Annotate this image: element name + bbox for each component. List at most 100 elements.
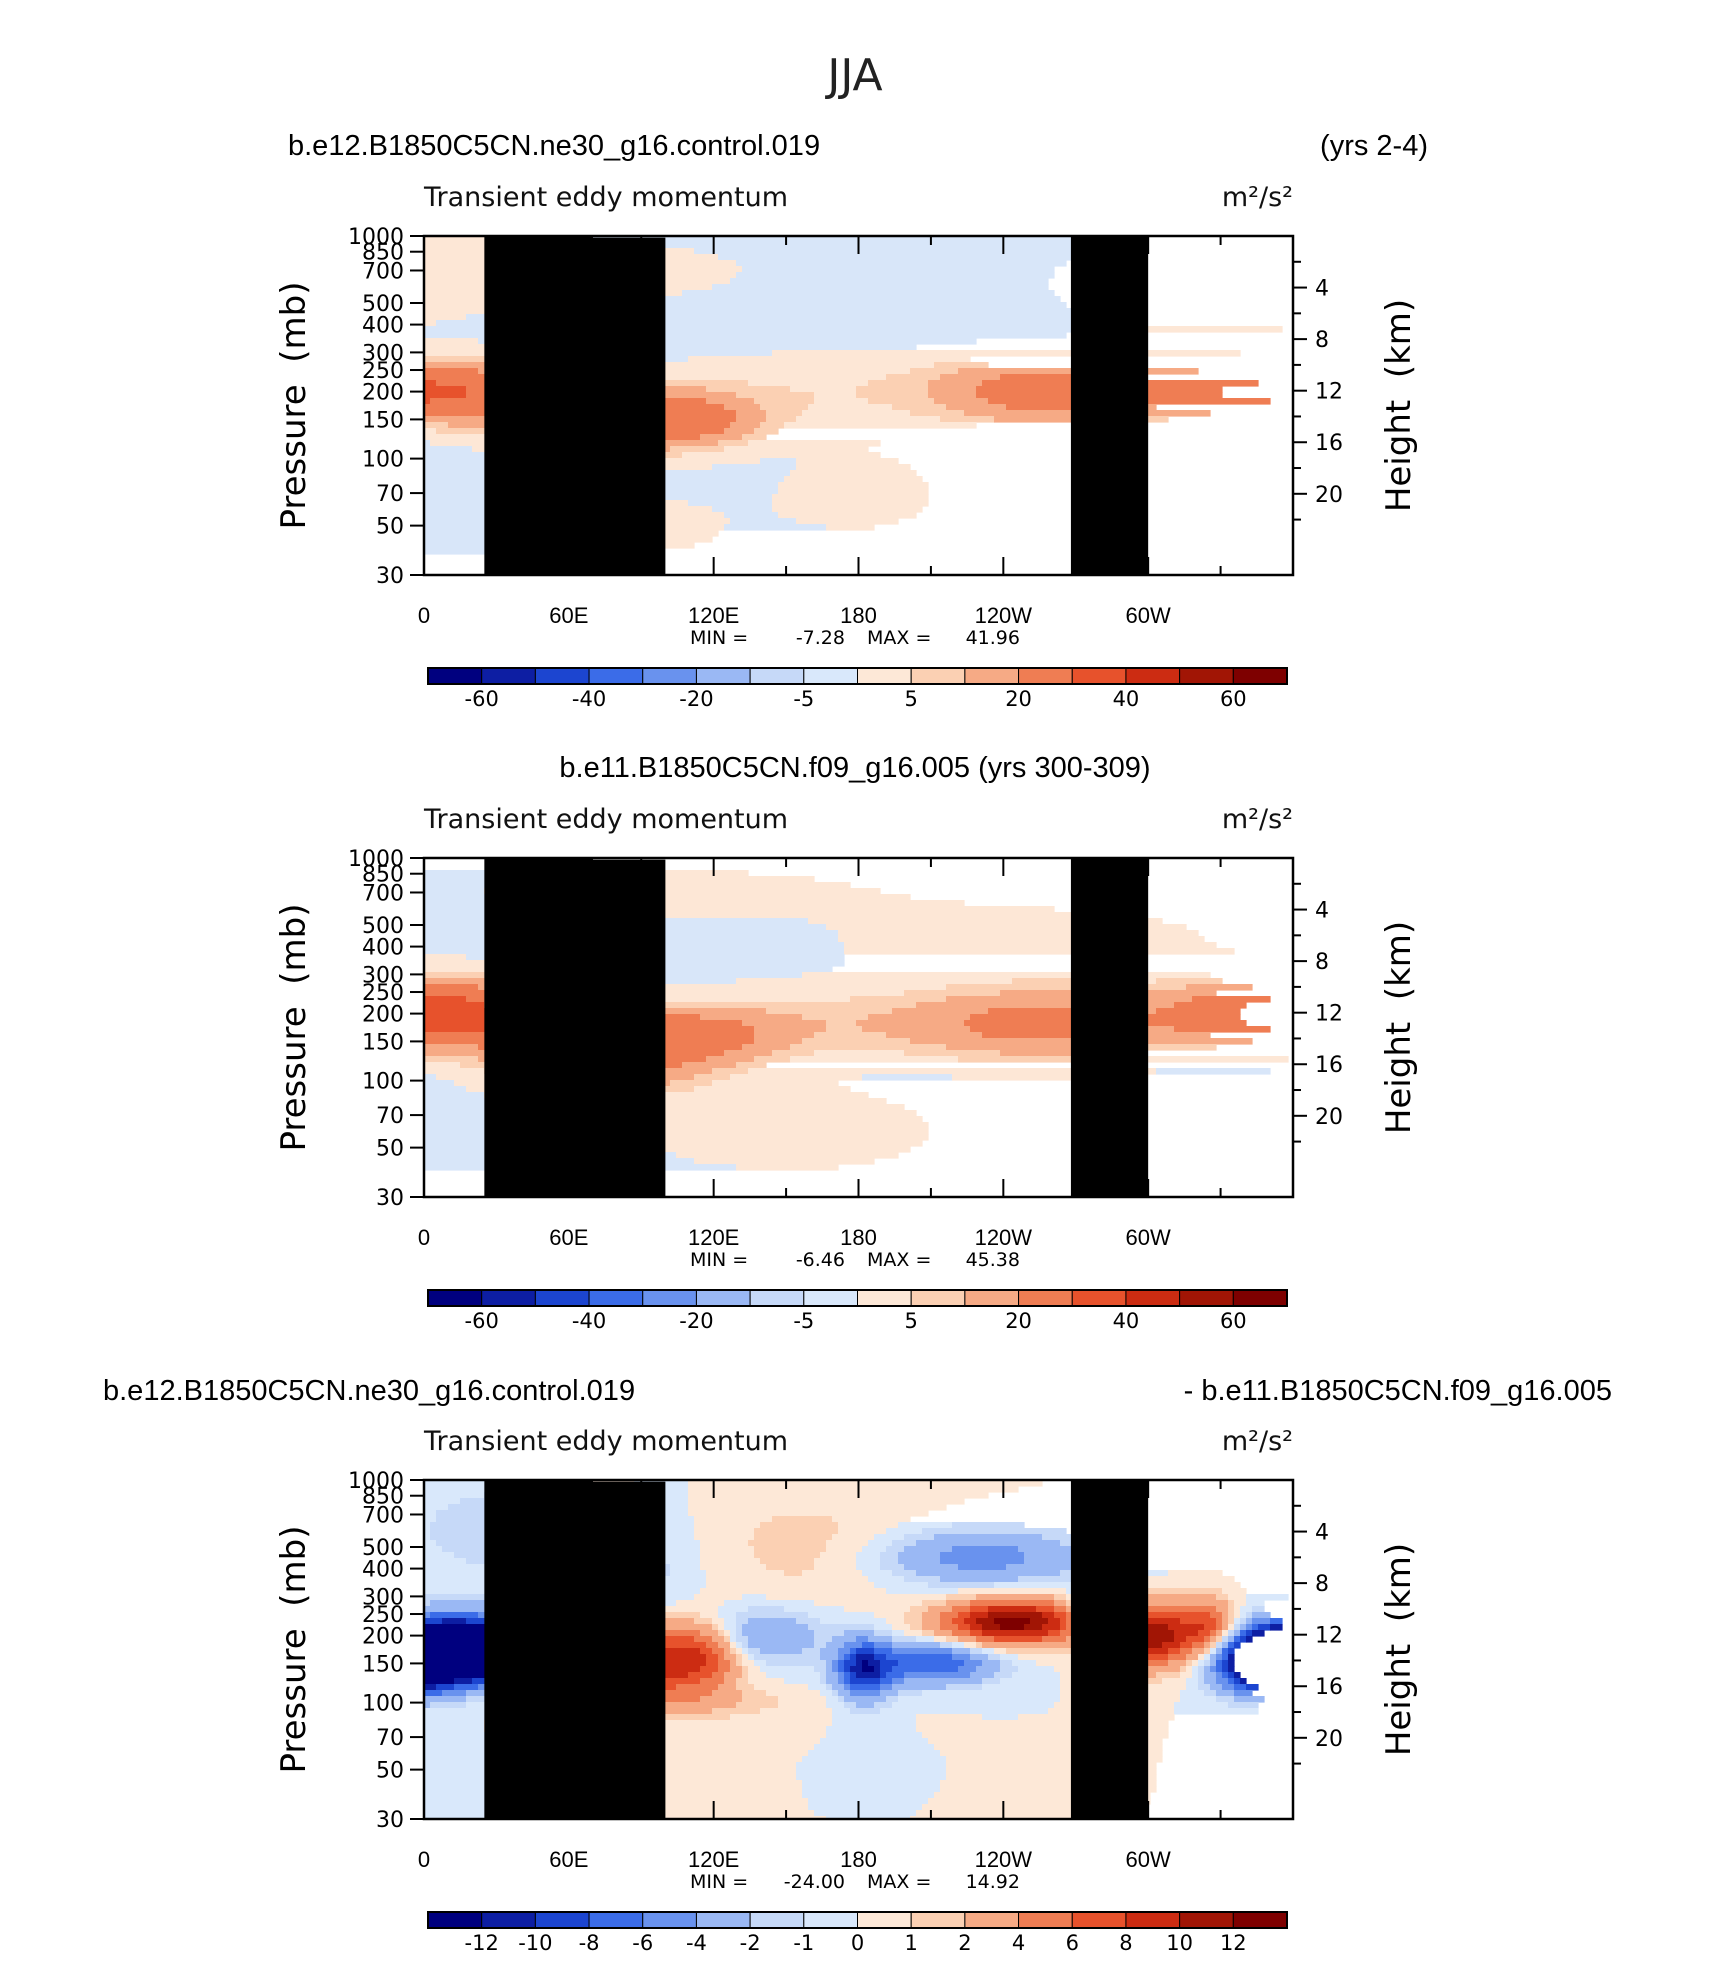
topography [1070, 1480, 1149, 1819]
contour-cell [850, 1708, 881, 1715]
contour-cell [706, 1582, 875, 1589]
contour-cell [1210, 1660, 1217, 1667]
contour-cell [766, 1564, 815, 1571]
contour-cell [502, 308, 1073, 315]
contour-cell [424, 1738, 503, 1745]
contour-cell [664, 1582, 707, 1589]
contour-cell [880, 1684, 893, 1691]
contour-cell [1204, 1660, 1211, 1667]
contour-cell [652, 1672, 689, 1679]
panel-units: m²/s² [1222, 804, 1293, 835]
contour-cell [814, 398, 869, 405]
contour-cell [898, 1522, 953, 1529]
contour-cell [892, 1702, 1055, 1709]
contour-cell [1192, 996, 1271, 1003]
contour-cell [802, 1014, 869, 1021]
contour-field [424, 236, 1283, 575]
colorbar-label: -6 [632, 1931, 653, 1955]
contour-cell [730, 1648, 737, 1655]
contour-cell [574, 1786, 803, 1793]
contour-cell [904, 1546, 953, 1553]
contour-cell [430, 440, 521, 447]
contour-cell [772, 500, 929, 507]
contour-cell [694, 1534, 755, 1541]
contour-cell [1180, 1642, 1193, 1649]
contour-cell [868, 398, 935, 405]
panel-3: b.e12.B1850C5CN.ne30_g16.control.019 - b.… [103, 1375, 1612, 1955]
contour-cell [706, 1576, 869, 1583]
contour-cell [700, 1558, 761, 1565]
contour-cell [724, 1672, 743, 1679]
contour-cell [424, 1032, 521, 1039]
contour-cell [934, 1534, 1043, 1541]
x-tick-label: 0 [418, 603, 430, 628]
contour-cell [718, 1630, 725, 1637]
contour-cell [646, 1594, 695, 1601]
contour-cell [424, 882, 503, 889]
contour-cell [778, 488, 929, 495]
colorbar-label: -5 [793, 687, 814, 711]
contour-cell [814, 1636, 833, 1643]
y-tick-label: 250 [362, 981, 404, 1006]
contour-cell [892, 1630, 905, 1637]
y2-tick-label: 16 [1315, 1675, 1343, 1700]
colorbar-label: 4 [1012, 1931, 1025, 1955]
contour-cell [754, 1534, 833, 1541]
contour-cell [1204, 1624, 1217, 1631]
contour-cell [1228, 1624, 1235, 1631]
contour-cell [1228, 1594, 1247, 1601]
contour-cell [652, 242, 1115, 249]
contour-cell [790, 1056, 959, 1063]
contour-cell [832, 1684, 845, 1691]
contour-cell [1066, 1606, 1073, 1613]
contour-cell [1228, 1606, 1235, 1613]
contour-cell [730, 1660, 737, 1667]
contour-cell [736, 1642, 743, 1649]
contour-cell [1222, 1654, 1229, 1661]
contour-cell [748, 1636, 815, 1643]
contour-cell [808, 1624, 875, 1631]
contour-cell [970, 1630, 983, 1637]
contour-cell [886, 1546, 905, 1553]
contour-cell [436, 428, 515, 435]
contour-cell [1162, 1642, 1181, 1649]
contour-cell [592, 1116, 923, 1123]
colorbar-swatch [481, 1911, 536, 1929]
contour-cell [1018, 1576, 1115, 1583]
contour-cell [562, 972, 803, 979]
contour-cell [1018, 1666, 1055, 1673]
contour-cell [832, 1534, 875, 1541]
contour-cell [1108, 326, 1283, 333]
contour-cell [718, 254, 1079, 261]
contour-cell [700, 434, 743, 441]
contour-cell [958, 1564, 1007, 1571]
contour-cell [1138, 1624, 1169, 1631]
contour-cell [706, 1660, 719, 1667]
contour-cell [760, 1666, 815, 1673]
contour-cell [424, 422, 449, 429]
contour-cell [640, 1678, 701, 1685]
contour-cell [952, 1074, 1079, 1081]
contour-cell [814, 1810, 917, 1817]
contour-cell [736, 272, 1055, 279]
contour-cell [1156, 1008, 1241, 1015]
figure-title: JJA [824, 50, 882, 101]
colorbar-label: 12 [1220, 1931, 1247, 1955]
contour-cell [1030, 1618, 1049, 1625]
contour-cell [982, 1624, 1001, 1631]
x-tick-label: 60W [1126, 1847, 1171, 1872]
y-tick-label: 850 [362, 241, 404, 266]
contour-cell [1060, 1624, 1067, 1631]
contour-cell [760, 1522, 839, 1529]
y2-tick-label: 12 [1315, 1624, 1343, 1649]
contour-cell [712, 1618, 725, 1625]
colorbar-label: 10 [1166, 1931, 1193, 1955]
contour-cell [832, 1636, 857, 1643]
contour-cell [424, 984, 479, 991]
colorbar-swatch [749, 1289, 805, 1307]
contour-cell [688, 1510, 929, 1517]
colorbar-label: 40 [1113, 1309, 1140, 1333]
contour-cell [1222, 1612, 1229, 1619]
contour-cell [1252, 1618, 1271, 1625]
contour-cell [622, 1122, 929, 1129]
